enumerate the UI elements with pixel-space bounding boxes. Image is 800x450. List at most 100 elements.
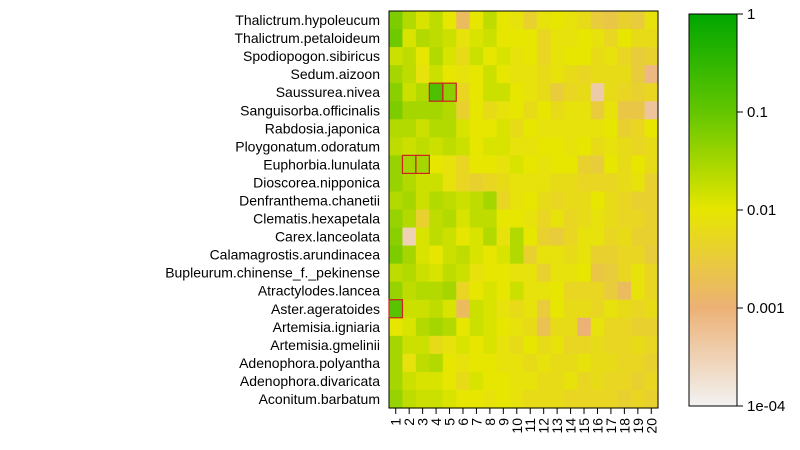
heatmap-cell (617, 101, 632, 120)
heatmap-cell (429, 263, 444, 283)
heatmap-cell (415, 299, 430, 319)
heatmap-cell (442, 353, 457, 373)
heatmap-cell (469, 317, 484, 337)
heatmap-cell (429, 281, 444, 301)
heatmap-cell (604, 29, 619, 48)
heatmap-cell (644, 299, 659, 319)
heatmap-cell (389, 65, 404, 84)
heatmap-cell (536, 11, 551, 30)
heatmap-cell (604, 371, 619, 391)
heatmap-cell (604, 173, 619, 193)
heatmap-cell (456, 191, 471, 211)
heatmap-cell (577, 281, 592, 301)
column-label: 20 (643, 418, 659, 434)
heatmap-cell (483, 29, 498, 48)
heatmap-cell (483, 335, 498, 355)
heatmap-cell (563, 353, 578, 373)
heatmap-cell (617, 119, 632, 138)
heatmap-cell (389, 11, 404, 30)
heatmap-cell (415, 191, 430, 211)
heatmap-cell (496, 29, 511, 48)
heatmap-cell (389, 209, 404, 229)
heatmap-cell (429, 47, 444, 66)
heatmap-cell (590, 353, 605, 373)
heatmap-cell (483, 299, 498, 319)
heatmap-cell (415, 335, 430, 355)
heatmap-cell (536, 389, 551, 409)
heatmap-cell (550, 119, 565, 138)
heatmap-cell (456, 65, 471, 84)
heatmap-cell (550, 47, 565, 66)
heatmap-cell (429, 335, 444, 355)
heatmap-cell (510, 299, 525, 319)
heatmap-cell (402, 155, 417, 175)
heatmap-cell (590, 299, 605, 319)
heatmap-cell (415, 83, 430, 102)
heatmap-cell (536, 281, 551, 301)
heatmap-cell (496, 155, 511, 175)
heatmap-cell (523, 299, 538, 319)
heatmap-cell (550, 317, 565, 337)
heatmap-cell (644, 227, 659, 247)
heatmap-cell (604, 353, 619, 373)
heatmap-cell (550, 299, 565, 319)
heatmap-cell (510, 335, 525, 355)
row-label: Spodiopogon.sibiricus (243, 48, 380, 64)
heatmap-cell (604, 11, 619, 30)
heatmap-cell (456, 371, 471, 391)
column-label: 12 (536, 418, 552, 434)
highlight-box (388, 299, 404, 319)
heatmap-cell (510, 65, 525, 84)
heatmap-cell (536, 209, 551, 229)
heatmap-cell (590, 119, 605, 138)
heatmap-cell (523, 227, 538, 247)
heatmap-cell (510, 83, 525, 102)
heatmap-cell (536, 65, 551, 84)
heatmap-cell (631, 335, 646, 355)
heatmap-cell (389, 245, 404, 265)
heatmap-cell (442, 371, 457, 391)
heatmap-cell (563, 137, 578, 156)
heatmap-cell (604, 47, 619, 66)
heatmap-cell (469, 29, 484, 48)
heatmap-cell (469, 335, 484, 355)
heatmap-cell (617, 191, 632, 211)
heatmap-cell (604, 119, 619, 138)
heatmap-cell (563, 47, 578, 66)
color-bar-label: 1e-04 (747, 398, 785, 415)
row-label: Thalictrum.hypoleucum (235, 12, 380, 28)
column-label: 19 (630, 418, 646, 434)
heatmap-cell (631, 29, 646, 48)
heatmap-cell (483, 317, 498, 337)
heatmap-cell (442, 119, 457, 138)
column-label: 2 (401, 418, 417, 426)
heatmap-cell (577, 101, 592, 120)
heatmap-cell (577, 353, 592, 373)
heatmap-cell (536, 371, 551, 391)
heatmap-cell (469, 65, 484, 84)
heatmap-cell (389, 29, 404, 48)
heatmap-cell (590, 281, 605, 301)
heatmap-cell (550, 173, 565, 193)
heatmap-cell (577, 173, 592, 193)
row-label: Calamagrostis.arundinacea (210, 247, 381, 263)
heatmap-cell (389, 137, 404, 156)
heatmap-cell (577, 83, 592, 102)
heatmap-cell (429, 317, 444, 337)
row-label: Bupleurum.chinense_f._pekinense (165, 265, 380, 281)
heatmap-cell (496, 119, 511, 138)
heatmap-cell (523, 101, 538, 120)
heatmap-cell (483, 65, 498, 84)
heatmap-cell (644, 263, 659, 283)
color-bar-labels: 1 0.1 0.01 0.001 1e-04 (747, 6, 785, 415)
heatmap-cell (402, 335, 417, 355)
heatmap-cell (563, 371, 578, 391)
heatmap-cell (644, 65, 659, 84)
heatmap-cell (563, 29, 578, 48)
heatmap-cell (496, 389, 511, 409)
heatmap-cell (644, 371, 659, 391)
heatmap-cell (563, 389, 578, 409)
column-label: 6 (455, 418, 471, 426)
heatmap-cell (402, 65, 417, 84)
heatmap-cell (510, 353, 525, 373)
